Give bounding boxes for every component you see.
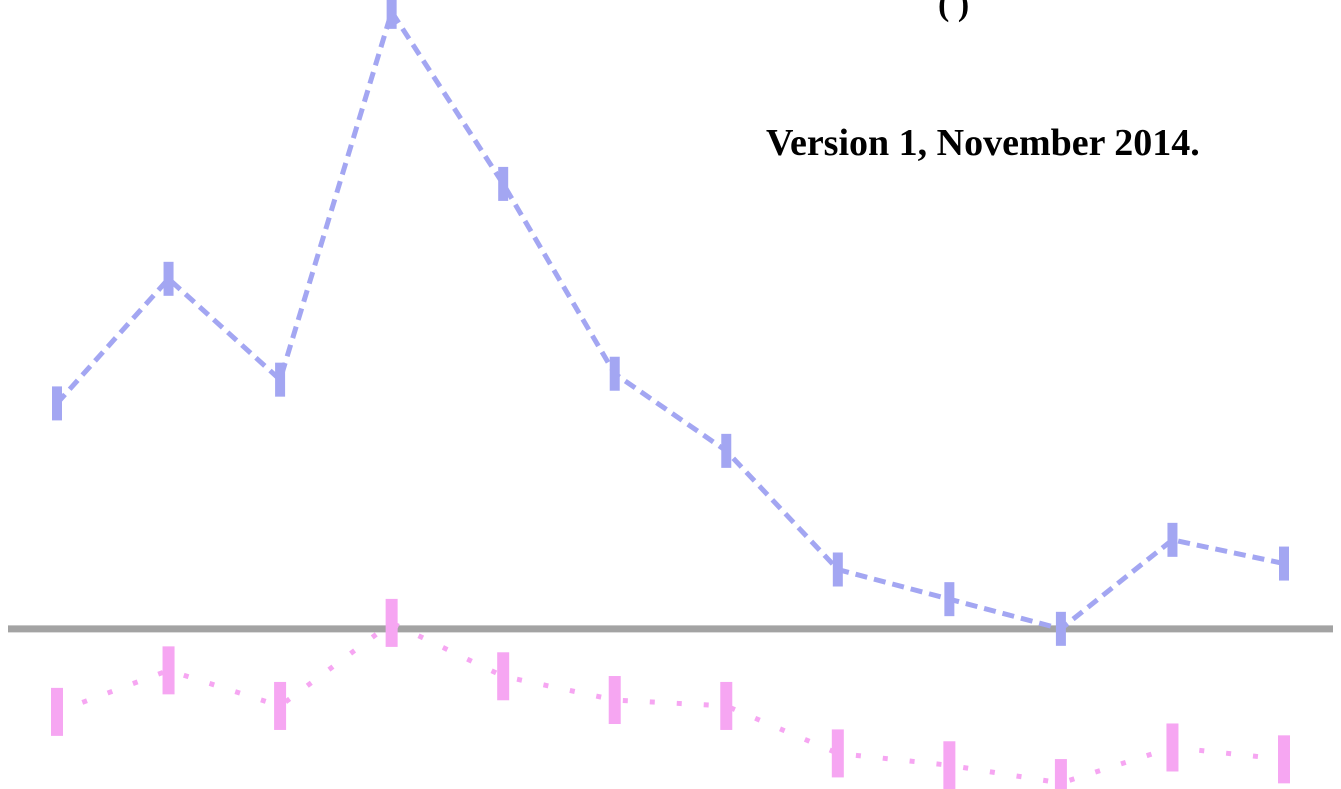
series-1-point-3 <box>275 362 286 397</box>
series-2-point-3 <box>274 681 287 730</box>
series-layer <box>51 0 1290 789</box>
series-1-point-8 <box>832 552 843 587</box>
series-2-point-10 <box>1054 759 1067 789</box>
series-2-point-6 <box>608 676 621 725</box>
series-2-point-11 <box>1166 723 1179 772</box>
series-1-point-5 <box>498 166 509 201</box>
series-2-point-7 <box>720 681 733 730</box>
series-1-point-12 <box>1279 546 1289 581</box>
header-fragment: ( ) <box>938 0 970 23</box>
series-2-point-5 <box>497 652 510 701</box>
series-1-point-2 <box>163 261 174 296</box>
series-2 <box>51 598 1290 789</box>
series-2-point-8 <box>831 729 844 778</box>
series-2-point-12 <box>1278 735 1290 784</box>
series-1-point-1 <box>52 386 62 421</box>
series-1-point-7 <box>721 433 732 468</box>
series-2-point-9 <box>943 741 956 789</box>
series-1-point-4 <box>386 0 397 29</box>
version-note: Version 1, November 2014. <box>766 122 1200 164</box>
series-1-point-10 <box>1055 611 1066 646</box>
series-1-point-11 <box>1167 522 1178 557</box>
series-2-line <box>56 619 1285 786</box>
series-1 <box>52 0 1289 646</box>
series-1-point-9 <box>944 582 955 617</box>
series-1-line <box>55 5 1285 632</box>
series-2-point-4 <box>385 598 398 647</box>
series-2-point-1 <box>51 687 63 736</box>
series-2-point-2 <box>162 646 175 695</box>
series-1-point-6 <box>609 356 620 391</box>
